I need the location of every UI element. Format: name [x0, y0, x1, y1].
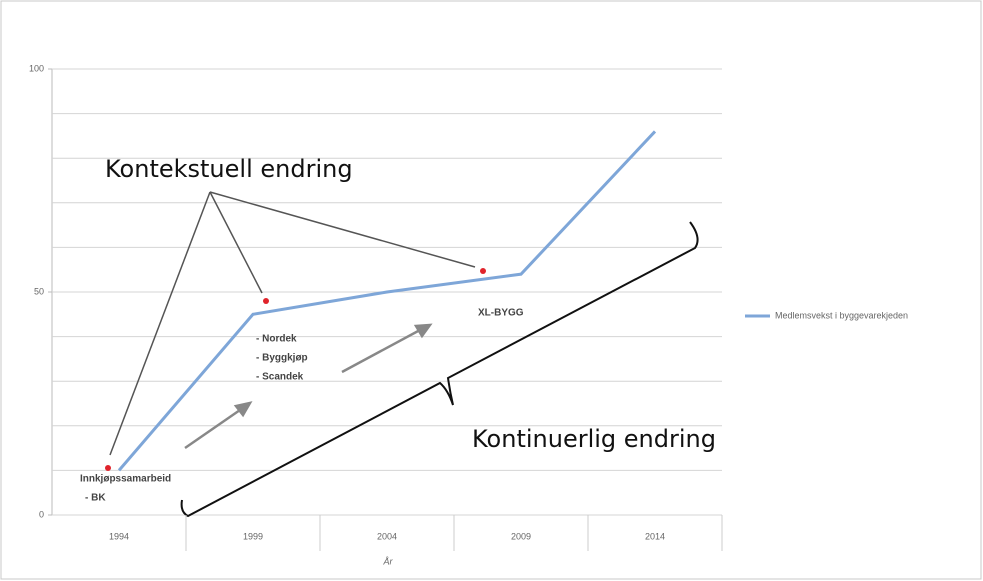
- data-line: [117, 130, 657, 472]
- annotation: XL-BYGG: [478, 308, 524, 319]
- red-dots: [105, 268, 486, 471]
- y-tick-label: 0: [39, 509, 44, 519]
- annotation: - Byggkjøp: [256, 353, 308, 364]
- annotation: - Nordek: [256, 334, 297, 345]
- annotation-title: Kontinuerlig endring: [472, 425, 716, 453]
- x-tick-label: 1999: [243, 531, 263, 541]
- legend-label: Medlemsvekst i byggevarekjeden: [775, 310, 908, 320]
- annotation: - Scandek: [256, 372, 304, 383]
- brace: [180, 221, 699, 518]
- annotation: - BK: [85, 493, 106, 504]
- y-tick-label: 50: [34, 286, 44, 296]
- x-tick-label: 1994: [109, 531, 129, 541]
- x-tick-label: 2009: [511, 531, 531, 541]
- annotation: Innkjøpssamarbeid: [80, 474, 171, 485]
- y-tick-label: 100: [29, 63, 44, 73]
- x-axis-label: År: [383, 556, 394, 566]
- arrows: [184, 323, 433, 450]
- annotation-lines: [109, 191, 476, 456]
- x-tick-label: 2014: [645, 531, 665, 541]
- x-tick-label: 2004: [377, 531, 397, 541]
- annotation-title: Kontekstuell endring: [105, 155, 353, 183]
